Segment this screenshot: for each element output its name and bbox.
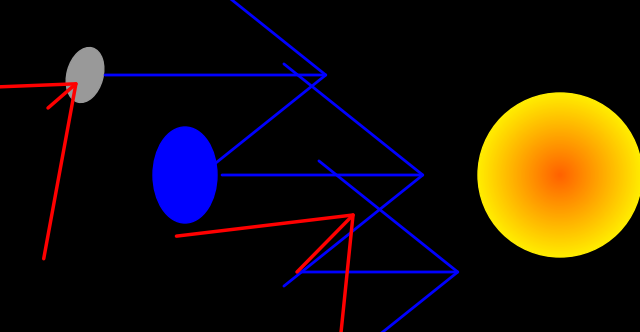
Circle shape [534,149,586,201]
Circle shape [538,153,582,197]
Circle shape [507,122,613,228]
Circle shape [500,115,620,235]
Circle shape [520,135,600,214]
Circle shape [508,123,612,227]
Circle shape [537,152,583,198]
Circle shape [489,104,631,246]
Circle shape [557,172,563,178]
Circle shape [485,100,635,250]
Circle shape [552,167,568,183]
Circle shape [532,148,588,202]
Circle shape [543,159,577,192]
Circle shape [493,108,627,242]
Circle shape [479,94,640,256]
Circle shape [541,156,579,194]
Circle shape [499,114,621,236]
Circle shape [513,128,607,221]
Circle shape [524,139,596,210]
Circle shape [550,165,570,185]
Circle shape [515,130,605,220]
Circle shape [549,164,571,186]
Circle shape [486,101,634,249]
Circle shape [496,111,624,239]
Circle shape [512,127,608,223]
Circle shape [559,174,561,176]
Ellipse shape [66,47,104,103]
Circle shape [504,119,616,231]
Circle shape [502,118,618,232]
Circle shape [531,146,589,204]
Circle shape [553,168,567,182]
Circle shape [522,137,598,213]
Circle shape [542,157,578,193]
Circle shape [526,141,594,209]
Circle shape [519,134,601,216]
Circle shape [556,171,564,179]
Circle shape [518,132,602,217]
Circle shape [481,96,639,254]
Circle shape [501,116,619,234]
Circle shape [478,93,640,257]
Circle shape [548,163,572,187]
Circle shape [547,161,573,189]
Circle shape [554,170,566,181]
Circle shape [545,160,575,190]
Circle shape [494,110,626,241]
Circle shape [482,97,638,253]
Circle shape [530,145,590,205]
Circle shape [488,103,632,247]
Circle shape [529,143,591,207]
Circle shape [497,112,623,238]
Circle shape [506,120,614,230]
Circle shape [536,150,584,200]
Circle shape [540,154,580,196]
Circle shape [492,107,628,243]
Circle shape [509,124,611,225]
Circle shape [527,142,593,208]
Circle shape [511,126,609,224]
Circle shape [490,105,630,245]
Circle shape [516,131,604,219]
Ellipse shape [153,127,217,223]
Circle shape [483,99,637,252]
Circle shape [523,138,597,212]
